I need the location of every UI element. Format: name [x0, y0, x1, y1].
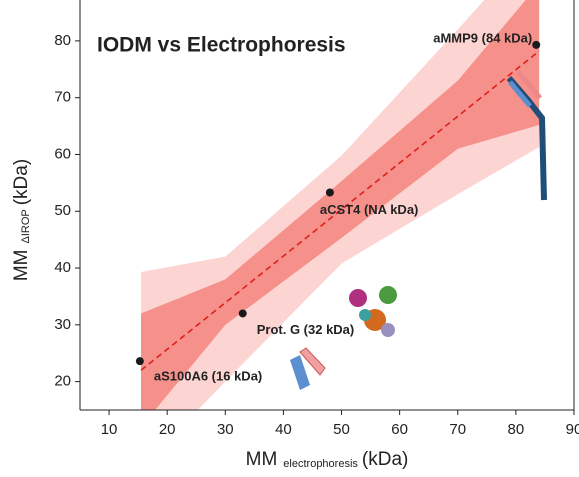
y-label-main: MM: [11, 250, 32, 282]
x-tick-label: 40: [275, 421, 292, 438]
y-tick-label: 40: [54, 259, 71, 276]
data-point: [135, 357, 144, 366]
x-tick-label: 10: [101, 421, 118, 438]
x-tick-label: 20: [159, 421, 176, 438]
x-label-sub: electrophoresis: [283, 458, 358, 470]
point-label: Prot. G (32 kDa): [257, 322, 355, 337]
y-tick-label: 70: [54, 89, 71, 106]
y-tick-label: 60: [54, 145, 71, 162]
point-label: aMMP9 (84 kDa): [433, 30, 532, 45]
y-tick-label: 50: [54, 202, 71, 219]
x-tick-label: 70: [449, 421, 466, 438]
x-axis-label: MM electrophoresis (kDa): [246, 449, 409, 470]
point-label: aS100A6 (16 kDa): [154, 369, 262, 384]
y-label-sub: ΔIROP: [20, 209, 32, 243]
point-label: aCST4 (NA kDa): [320, 202, 418, 217]
x-tick-label: 30: [217, 421, 234, 438]
x-tick-label: 80: [508, 421, 525, 438]
x-tick-label: 90: [566, 421, 579, 438]
y-label-unit: (kDa): [11, 159, 32, 205]
x-tick-label: 50: [333, 421, 350, 438]
data-point: [532, 40, 541, 49]
chart-title: IODM vs Electrophoresis: [97, 34, 346, 57]
y-tick-label: 80: [54, 32, 71, 49]
band-group: [140, 0, 540, 410]
y-tick-label: 20: [54, 373, 71, 390]
confidence-band: [141, 0, 540, 410]
data-point: [238, 309, 247, 318]
fit-line: [140, 50, 540, 371]
x-tick-label: 60: [391, 421, 408, 438]
y-tick-label: 30: [54, 316, 71, 333]
plot-area: 10 20 30 40 50 60 70 80 90 20 30 40 50 60 70 80 aS100A6 …: [54, 0, 579, 438]
protein-icon: [290, 70, 547, 390]
data-point: [325, 188, 334, 197]
x-label-main: MM: [246, 449, 278, 470]
x-label-unit: (kDa): [362, 449, 408, 470]
y-axis-label: MM ΔIROP (kDa): [11, 159, 32, 281]
